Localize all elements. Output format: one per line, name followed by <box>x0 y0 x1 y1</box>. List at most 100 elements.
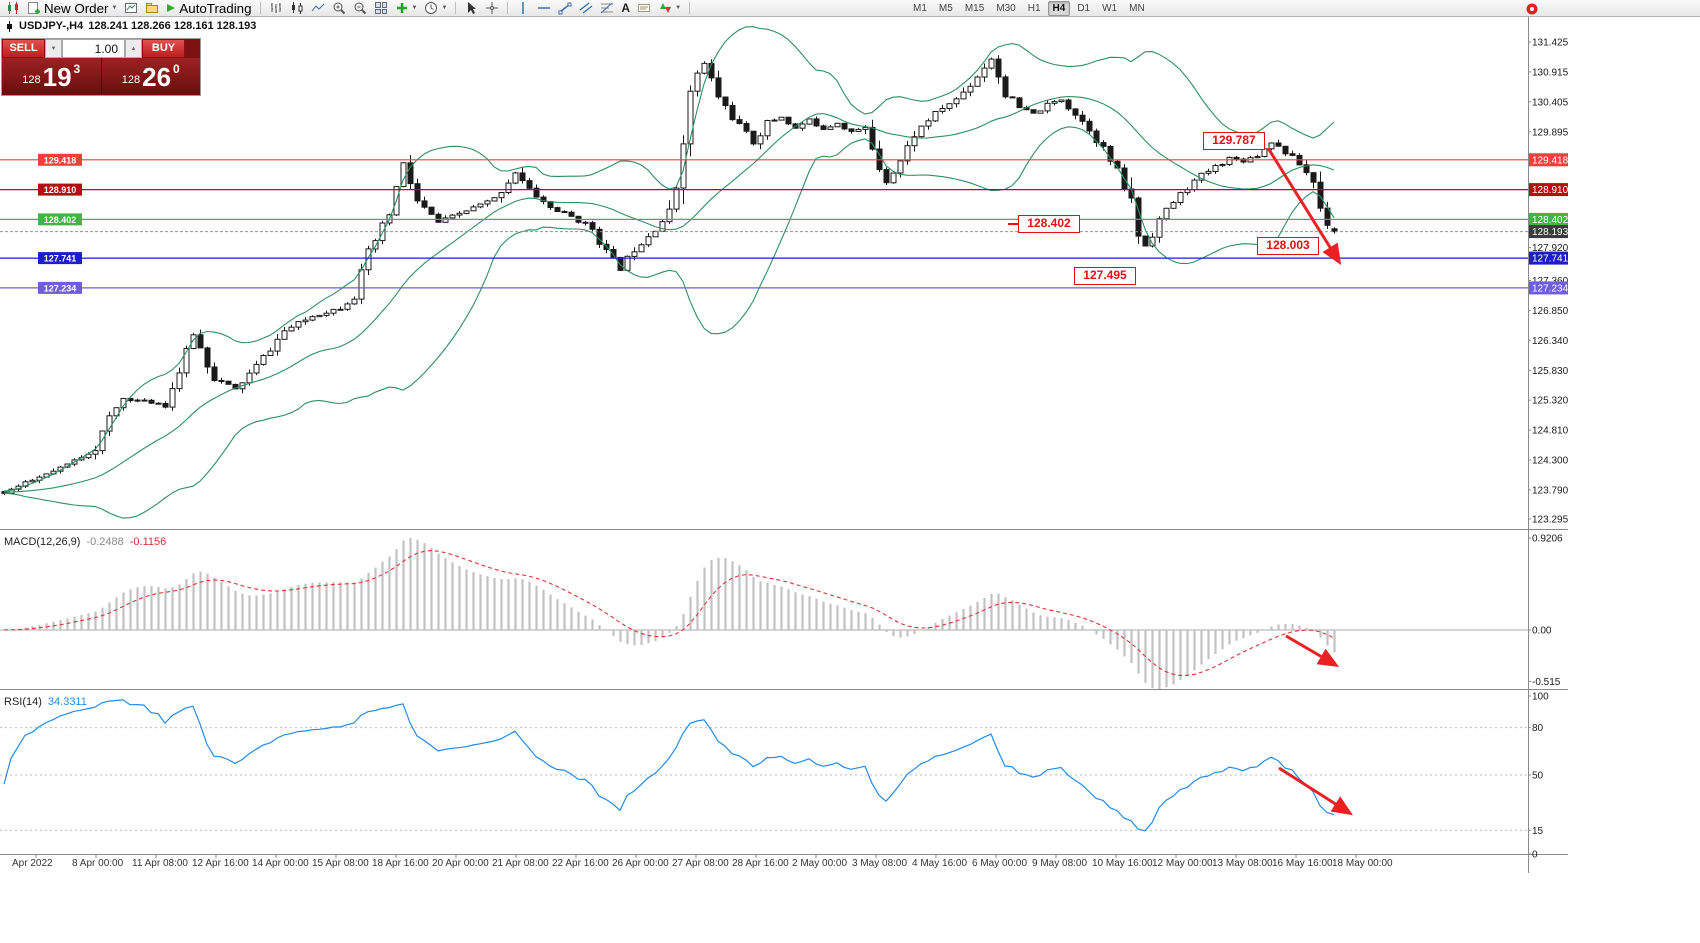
svg-text:11 Apr 08:00: 11 Apr 08:00 <box>132 858 188 869</box>
toolbar-separator <box>689 2 691 14</box>
autotrading-play-icon <box>167 4 176 12</box>
macd-indicator-label: MACD(12,26,9) -0.2488 -0.1156 <box>4 536 166 548</box>
svg-text:16 May 16:00: 16 May 16:00 <box>1272 858 1333 869</box>
price-chart-canvas[interactable]: 129.418128.910128.402127.741127.234131.4… <box>0 17 1568 873</box>
svg-text:22 Apr 16:00: 22 Apr 16:00 <box>552 858 609 869</box>
svg-text:12 Apr 16:00: 12 Apr 16:00 <box>192 858 249 869</box>
svg-text:6 May 00:00: 6 May 00:00 <box>972 858 1027 869</box>
callout-tick <box>1008 223 1018 225</box>
autotrading-button[interactable]: AutoTrading <box>163 1 254 16</box>
trade-widget-prices: 128 19 3 128 26 0 <box>2 58 200 95</box>
indicators-icon[interactable]: ▼ <box>392 1 421 16</box>
svg-text:100: 100 <box>1532 692 1549 703</box>
candlestick-icon <box>7 20 12 32</box>
svg-text:127.234: 127.234 <box>44 283 77 293</box>
chart-area[interactable]: 129.418 128.910 128.402 127.741 127.234 131.4… <box>0 17 1568 873</box>
price-callout[interactable]: 127.495 <box>1074 267 1136 285</box>
line-chart-icon[interactable] <box>308 1 328 16</box>
svg-text:0: 0 <box>1532 850 1538 861</box>
new-chart-icon[interactable] <box>121 1 141 16</box>
symbol-period-label: USDJPY-,H4 <box>19 20 84 32</box>
channel-icon[interactable] <box>576 1 596 16</box>
svg-text:3 May 08:00: 3 May 08:00 <box>852 858 907 869</box>
candles-icon <box>8 2 18 14</box>
volume-decrease-button[interactable]: ▼ <box>45 39 62 58</box>
chevron-down-icon: ▼ <box>675 5 682 11</box>
svg-text:-0.515: -0.515 <box>1532 677 1561 688</box>
zoom-out-icon[interactable] <box>350 1 370 16</box>
volume-increase-button[interactable]: ▲ <box>125 39 142 58</box>
volume-input[interactable] <box>62 39 125 58</box>
buy-price-big: 26 <box>142 61 172 92</box>
profiles-icon[interactable] <box>142 1 162 16</box>
price-callout[interactable]: 128.003 <box>1257 237 1319 255</box>
time-axis[interactable]: Apr 2022 8 Apr 00:00 11 Apr 08:00 12 Apr 16… <box>12 854 1393 869</box>
chevron-down-icon: ▼ <box>441 5 448 11</box>
timeframe-button-m5[interactable]: M5 <box>934 1 958 16</box>
timeframe-button-m15[interactable]: M15 <box>960 1 989 16</box>
chart-symbol-header: USDJPY-,H4 128.241 128.266 128.161 128.1… <box>5 20 256 32</box>
macd-main-value: -0.2488 <box>86 536 124 548</box>
buy-price-display[interactable]: 128 26 0 <box>100 58 201 95</box>
svg-text:123.295: 123.295 <box>1532 515 1568 526</box>
svg-text:15: 15 <box>1532 826 1544 837</box>
svg-text:14 Apr 00:00: 14 Apr 00:00 <box>252 858 309 869</box>
fibonacci-icon[interactable] <box>597 1 617 16</box>
timeframe-button-m30[interactable]: M30 <box>991 1 1020 16</box>
crosshair-icon[interactable] <box>482 1 502 16</box>
trend-arrows[interactable] <box>1266 147 1354 816</box>
periods-icon[interactable]: ▼ <box>421 1 450 16</box>
trendline-icon[interactable] <box>555 1 575 16</box>
svg-text:18 Apr 16:00: 18 Apr 16:00 <box>372 858 429 869</box>
left-price-tags: 129.418 128.910 128.402 127.741 127.234 <box>38 153 82 294</box>
bar-chart-icon[interactable] <box>266 1 286 16</box>
timeframe-button-w1[interactable]: W1 <box>1097 1 1122 16</box>
svg-text:Apr 2022: Apr 2022 <box>12 858 53 869</box>
svg-text:128.910: 128.910 <box>1532 185 1568 196</box>
candlestick-chart-icon[interactable] <box>287 1 307 16</box>
vertical-line-icon[interactable] <box>513 1 533 16</box>
svg-text:128.910: 128.910 <box>44 185 77 195</box>
price-axis[interactable]: 131.425130.915130.405129.895127.920127.3… <box>0 17 1568 873</box>
macd-histogram <box>0 538 1528 689</box>
svg-text:12 May 00:00: 12 May 00:00 <box>1152 858 1213 869</box>
rsi-indicator-label: RSI(14) 34.3311 <box>4 696 87 708</box>
svg-text:131.425: 131.425 <box>1532 38 1568 49</box>
price-callout[interactable]: 128.402 <box>1018 215 1080 233</box>
svg-text:4 May 16:00: 4 May 16:00 <box>912 858 967 869</box>
one-click-trading-widget: SELL ▼ ▲ BUY 128 19 3 128 26 0 <box>1 38 201 96</box>
text-label-icon[interactable] <box>634 1 654 16</box>
svg-text:21 Apr 08:00: 21 Apr 08:00 <box>492 858 549 869</box>
timeframe-button-mn[interactable]: MN <box>1124 1 1150 16</box>
timeframe-button-m1[interactable]: M1 <box>908 1 932 16</box>
new-order-button[interactable]: New Order ▼ <box>24 1 120 16</box>
sell-button[interactable]: SELL <box>2 39 45 58</box>
horizontal-line-objects[interactable] <box>0 159 1528 289</box>
svg-text:128.193: 128.193 <box>1532 227 1568 238</box>
svg-text:26 Apr 00:00: 26 Apr 00:00 <box>612 858 669 869</box>
svg-text:128.402: 128.402 <box>1532 215 1568 226</box>
sell-price-display[interactable]: 128 19 3 <box>2 58 101 95</box>
svg-text:0.00: 0.00 <box>1532 626 1552 637</box>
arrows-tool-icon[interactable]: ▼ <box>655 1 684 16</box>
svg-text:127.741: 127.741 <box>44 254 77 264</box>
svg-text:80: 80 <box>1532 723 1544 734</box>
buy-price-sup: 0 <box>173 62 180 76</box>
text-tool-icon[interactable]: A <box>618 1 633 16</box>
horizontal-line-icon[interactable] <box>534 1 554 16</box>
timeframe-button-h4[interactable]: H4 <box>1047 1 1071 16</box>
alerts-icon[interactable] <box>1522 1 1542 16</box>
cursor-icon[interactable] <box>461 1 481 16</box>
chart-symbol-icon[interactable] <box>3 1 23 16</box>
timeframe-button-d1[interactable]: D1 <box>1072 1 1095 16</box>
svg-text:8 Apr 00:00: 8 Apr 00:00 <box>72 858 124 869</box>
rsi-name: RSI(14) <box>4 696 42 708</box>
svg-text:127.741: 127.741 <box>1532 254 1568 265</box>
tile-windows-icon[interactable] <box>371 1 391 16</box>
timeframe-button-h1[interactable]: H1 <box>1023 1 1046 16</box>
buy-price-prefix: 128 <box>121 73 141 86</box>
svg-text:129.895: 129.895 <box>1532 127 1568 138</box>
price-callout[interactable]: 129.787 <box>1203 132 1265 150</box>
zoom-in-icon[interactable] <box>329 1 349 16</box>
buy-button[interactable]: BUY <box>142 39 185 58</box>
